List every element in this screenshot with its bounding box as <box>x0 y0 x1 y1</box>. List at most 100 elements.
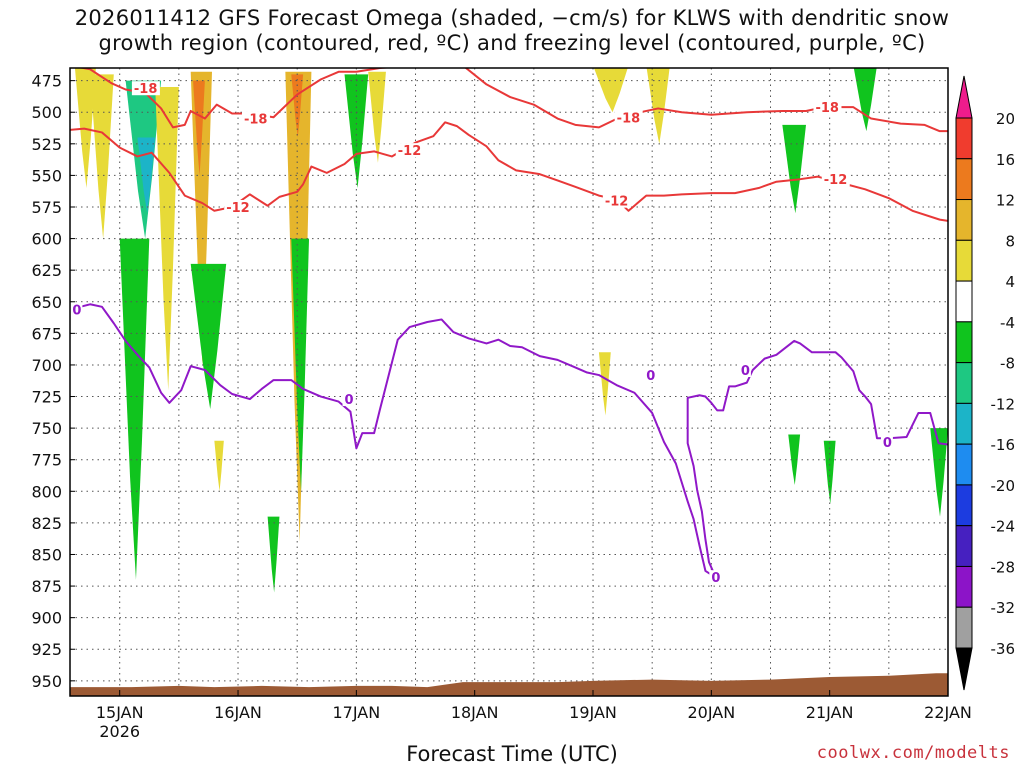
colorbar-bin <box>955 321 973 364</box>
omega-region-descent <box>853 68 877 132</box>
colorbar: 20 16 12 8 4 -4 -8 -12 -16 -20 -24 -28 -32 -36 <box>955 75 1016 691</box>
omega-region-ascent <box>90 74 114 239</box>
colorbar-label: -12 <box>991 395 1016 413</box>
contour-label-bg <box>813 100 842 115</box>
colorbar-label: -16 <box>991 436 1016 454</box>
colorbar-label: -20 <box>991 477 1016 495</box>
omega-region-descent <box>137 137 156 214</box>
contour-label: 0 <box>345 393 354 408</box>
omega-region-ascent <box>593 68 628 113</box>
contour-label-bg <box>241 111 270 126</box>
omega-region-ascent <box>368 71 386 163</box>
omega-region-descent <box>788 434 801 485</box>
terrain-fill <box>70 673 948 696</box>
colorbar-bottom-triangle <box>955 647 973 691</box>
colorbar-label: -28 <box>991 558 1016 576</box>
colorbar-label: -32 <box>991 599 1016 617</box>
colorbar-bin <box>955 362 973 404</box>
plot-frame <box>69 67 949 697</box>
contour-label: 0 <box>741 364 750 379</box>
colorbar-bin <box>955 117 973 160</box>
contour-label-bg <box>70 302 83 317</box>
x-tick-label: 20JAN <box>687 703 735 722</box>
y-tick-label: 725 <box>31 388 62 407</box>
colorbar-bin <box>955 484 973 527</box>
omega-region-descent <box>344 74 369 189</box>
colorbar-label: -24 <box>991 518 1016 536</box>
y-tick-label: 550 <box>31 166 62 185</box>
y-tick-label: 900 <box>31 609 62 628</box>
colorbar-bin <box>955 280 973 323</box>
colorbar-label: 16 <box>996 151 1015 169</box>
y-tick-label: 875 <box>31 577 62 596</box>
omega-region-ascent <box>193 80 205 176</box>
contour-label-bg <box>644 368 657 383</box>
contour-label: -12 <box>605 195 629 210</box>
contour-label-bg <box>614 110 643 125</box>
y-tick-label: 525 <box>31 135 62 154</box>
contour-label-bg <box>709 570 722 585</box>
x-tick-sublabel: 2026 <box>99 722 140 741</box>
contour-label-bg <box>395 143 424 158</box>
colorbar-bin <box>955 443 973 486</box>
colorbar-label: 12 <box>996 192 1015 210</box>
colorbar-bin <box>955 565 973 608</box>
contour-label-bg <box>880 435 893 450</box>
y-tick-label: 925 <box>31 640 62 659</box>
x-tick-label: 21JAN <box>806 703 854 722</box>
omega-region-descent <box>119 238 150 580</box>
y-tick-label: 800 <box>31 482 62 501</box>
contour-label: 0 <box>883 436 892 451</box>
colorbar-bin <box>955 158 973 201</box>
y-tick-label: 850 <box>31 545 62 564</box>
contour-label-bg <box>224 199 253 214</box>
y-tick-label: 950 <box>31 672 62 691</box>
contour-line-minus12 <box>70 121 948 222</box>
y-tick-label: 775 <box>31 451 62 470</box>
colorbar-bin <box>955 199 973 241</box>
contour-label-bg <box>602 193 631 208</box>
contour-label: -18 <box>815 101 839 116</box>
contour-label-bg <box>821 172 850 187</box>
colorbar-top-triangle <box>955 75 973 119</box>
colorbar-label: -8 <box>1000 355 1015 373</box>
contours: -18 -18 -18 -18 -12 -12 -12 -12 0 0 0 0 0 0 <box>70 68 948 586</box>
y-tick-label: 675 <box>31 324 62 343</box>
colorbar-label: 8 <box>1005 232 1015 250</box>
x-tick-label: 16JAN <box>214 703 262 722</box>
x-tick-label: 22JAN <box>924 703 972 722</box>
x-tick-label: 19JAN <box>569 703 617 722</box>
contour-label: -12 <box>226 201 250 216</box>
omega-region-ascent <box>646 68 670 144</box>
contour-label: -18 <box>617 111 641 126</box>
y-tick-label: 650 <box>31 293 62 312</box>
omega-shading <box>74 68 948 593</box>
contour-label: 0 <box>711 571 720 586</box>
terrain <box>70 673 948 696</box>
credit-link[interactable]: coolwx.com/modelts <box>816 743 1010 763</box>
colorbar-label: 20 <box>996 110 1015 128</box>
x-tick-label: 15JAN <box>96 703 144 722</box>
colorbar-bin <box>955 402 973 445</box>
colorbar-bin <box>955 525 973 567</box>
y-tick-label: 750 <box>31 419 62 438</box>
y-tick-label: 625 <box>31 261 62 280</box>
contour-line-minus18 <box>78 68 948 133</box>
contour-label-bg <box>131 81 160 96</box>
chart-title-line-1: 2026011412 GFS Forecast Omega (shaded, −… <box>74 6 950 30</box>
omega-region-ascent <box>598 352 611 416</box>
y-tick-label: 600 <box>31 230 62 249</box>
omega-region-descent <box>930 428 948 517</box>
y-tick-label: 475 <box>31 72 62 91</box>
contour-label-bg <box>342 392 355 407</box>
contour-label: 0 <box>646 369 655 384</box>
colorbar-label: 4 <box>1005 273 1015 291</box>
contour-label: -12 <box>398 144 422 159</box>
x-tick-label: 17JAN <box>332 703 380 722</box>
omega-region-ascent <box>291 74 304 138</box>
y-tick-label: 825 <box>31 514 62 533</box>
omega-region-descent <box>190 263 227 410</box>
omega-region-ascent <box>190 71 212 365</box>
